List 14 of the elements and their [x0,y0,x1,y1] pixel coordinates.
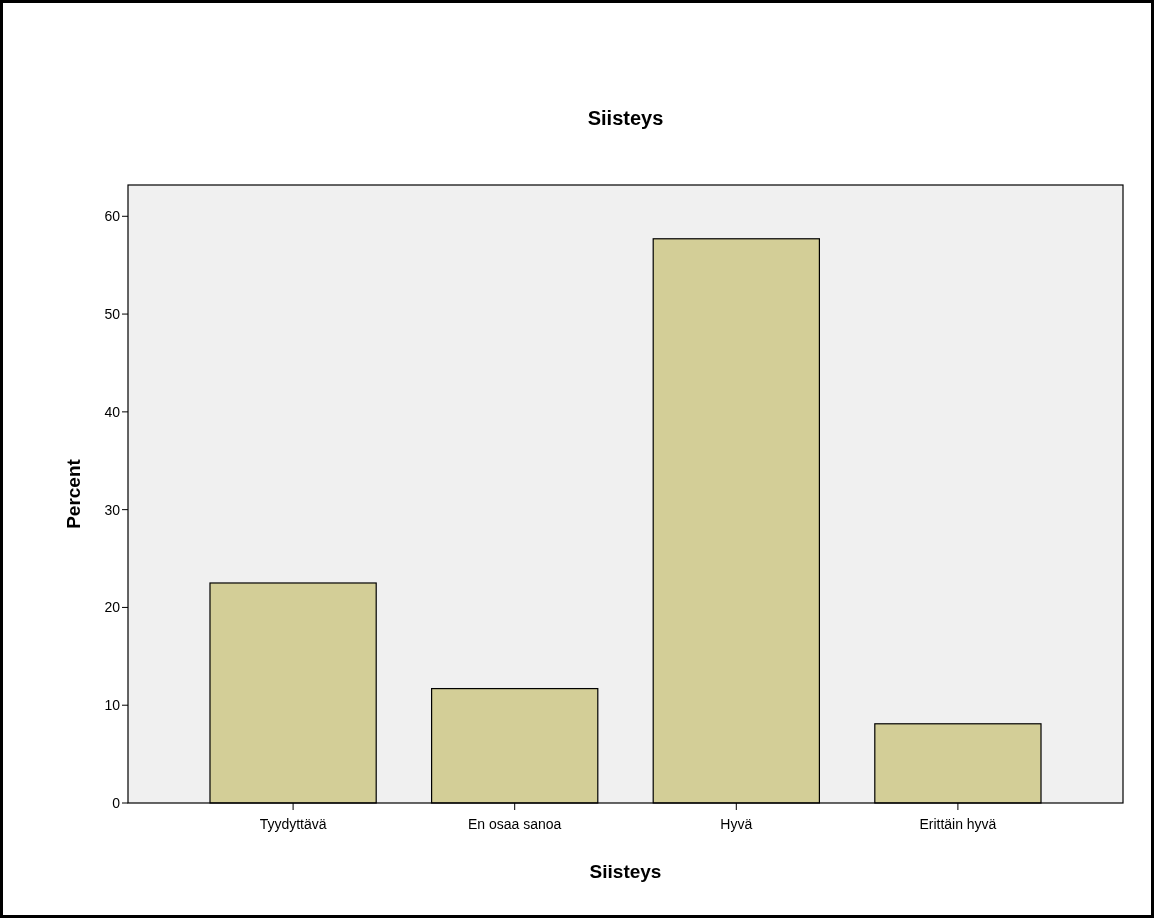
y-tick-label: 40 [104,403,121,420]
y-tick-label: 0 [112,794,121,811]
y-tick-label: 10 [104,697,121,714]
chart-title: Siisteys [587,107,664,129]
y-tick-label: 30 [104,501,121,518]
x-tick-label: En osaa sanoa [468,816,562,832]
x-tick-label: Tyydyttävä [259,816,327,832]
x-tick-label: Erittäin hyvä [919,816,997,832]
x-tick-label: Hyvä [720,816,753,832]
y-tick-label: 20 [104,599,121,616]
y-tick-label: 50 [104,305,121,322]
x-axis-title: Siisteys [589,861,662,882]
y-tick-label: 60 [104,208,121,225]
y-axis-title: Percent [63,458,84,529]
